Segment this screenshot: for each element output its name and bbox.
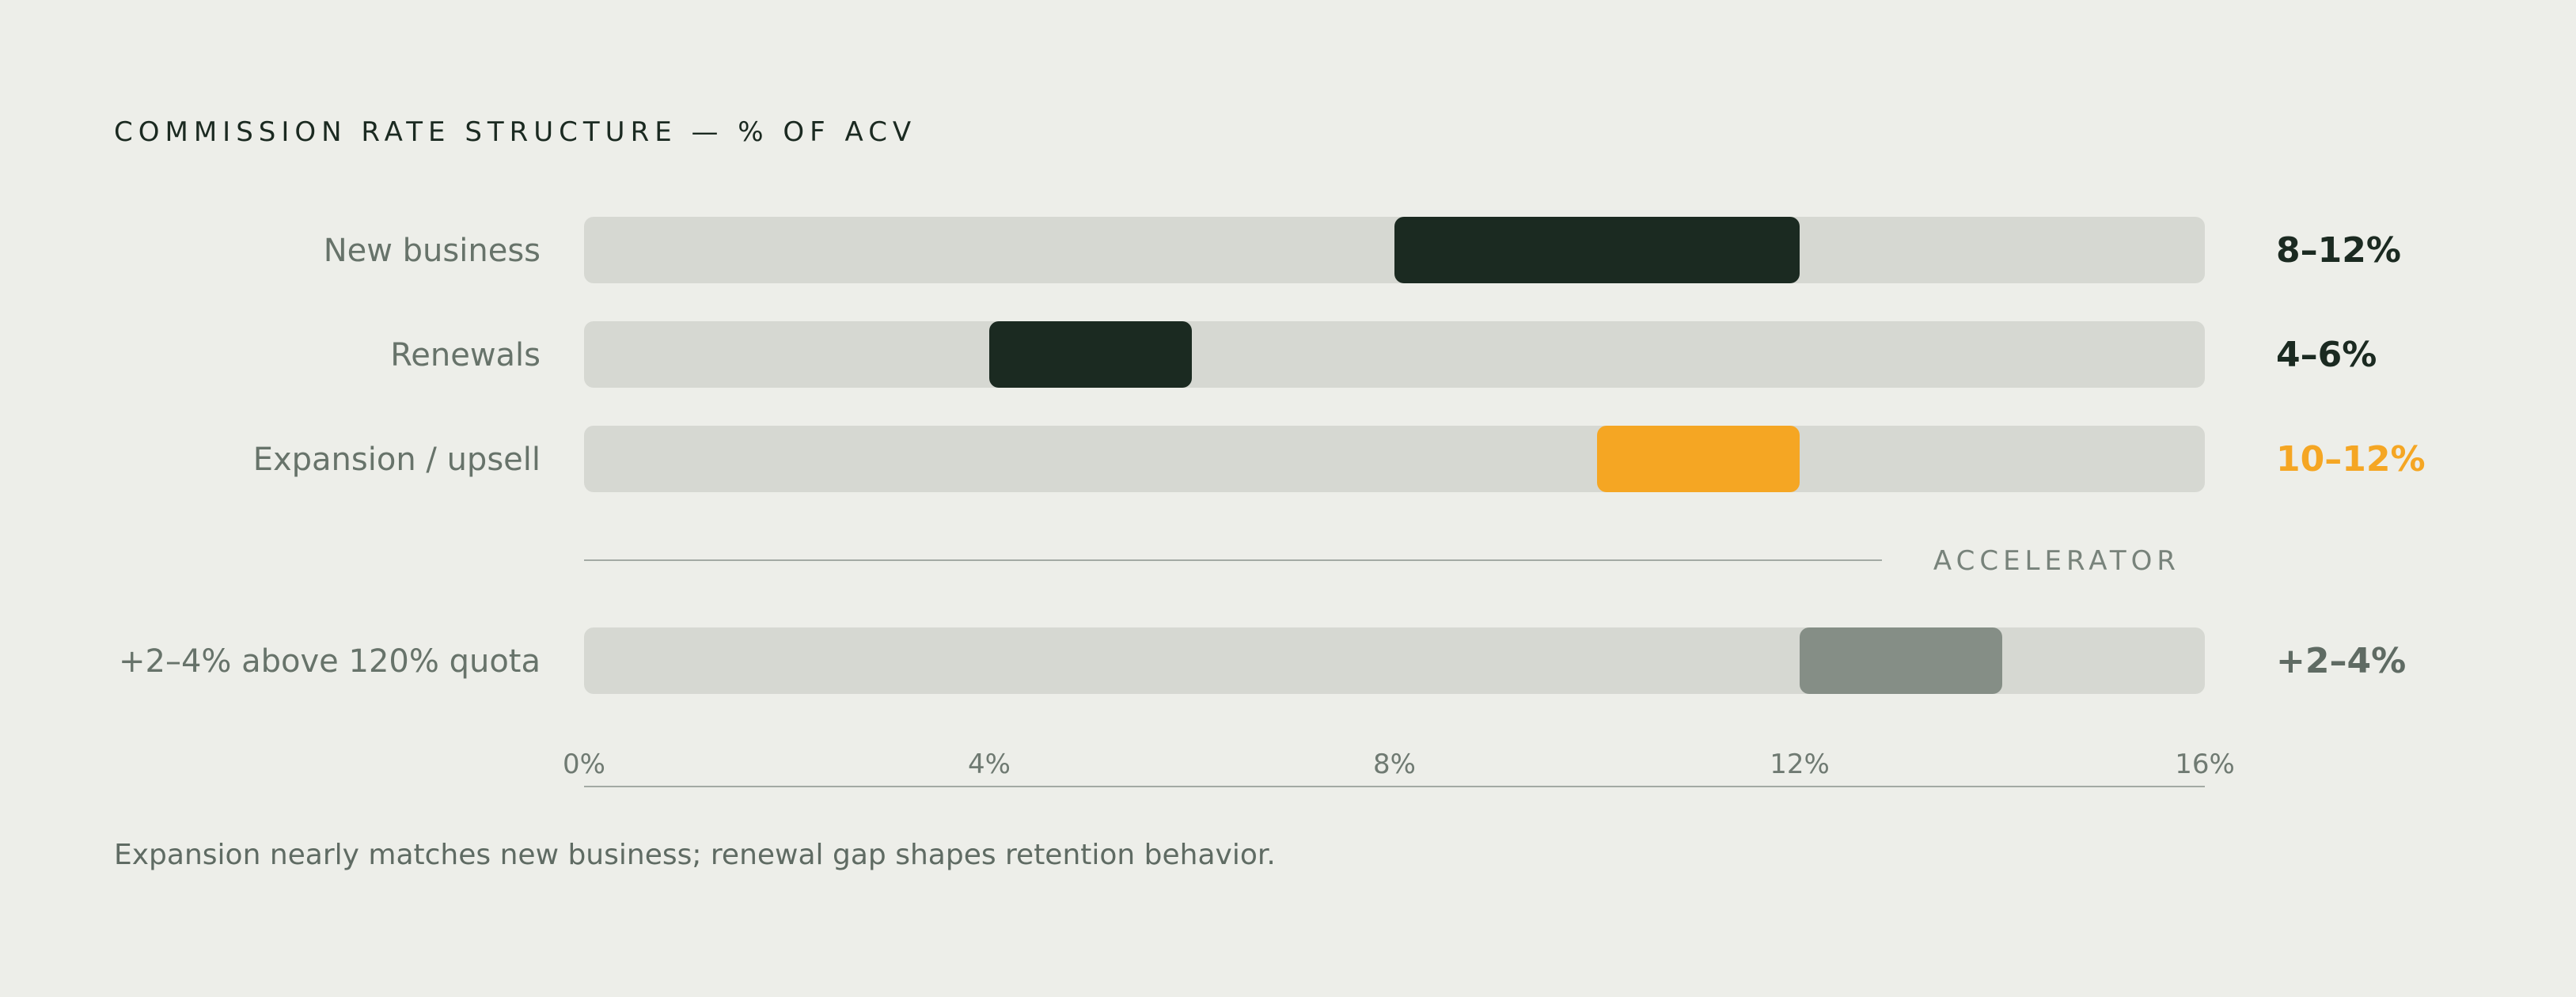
rate-range-bar: [1394, 217, 1800, 283]
x-tick-label: 16%: [2175, 749, 2235, 780]
rate-value-label: 8–12%: [2276, 230, 2401, 271]
chart-title: COMMISSION RATE STRUCTURE — % OF ACV: [114, 116, 916, 148]
section-label: ACCELERATOR: [1933, 545, 2180, 577]
accelerator-row: +2–4% above 120% quota +2–4%: [119, 627, 2406, 694]
rate-row-label: Renewals: [390, 337, 541, 373]
rate-value-label: 4–6%: [2276, 335, 2377, 375]
x-tick-label: 4%: [968, 749, 1011, 780]
rate-row: Renewals 4–6%: [390, 321, 2377, 388]
accelerator-section: ACCELERATOR +2–4% above 120% quota +2–4%: [119, 545, 2406, 694]
accelerator-row-label: +2–4% above 120% quota: [119, 643, 541, 680]
accelerator-value-label: +2–4%: [2276, 641, 2406, 681]
rate-range-bar: [989, 321, 1192, 388]
chart-caption: Expansion nearly matches new business; r…: [114, 839, 1276, 871]
x-axis: 0% 4% 8% 12% 16%: [563, 749, 2235, 787]
rate-row-label: Expansion / upsell: [253, 442, 541, 478]
range-rows: New business 8–12% Renewals 4–6% Expansion /…: [253, 217, 2426, 492]
rate-row: Expansion / upsell 10–12%: [253, 426, 2426, 492]
x-tick-label: 12%: [1770, 749, 1830, 780]
x-tick-label: 0%: [563, 749, 605, 780]
rate-track: [584, 321, 2205, 388]
rate-range-bar: [1597, 426, 1800, 492]
rate-value-label: 10–12%: [2276, 439, 2426, 480]
rate-row: New business 8–12%: [324, 217, 2401, 283]
x-tick-label: 8%: [1373, 749, 1416, 780]
rate-track: [584, 426, 2205, 492]
rate-row-label: New business: [324, 233, 541, 269]
accelerator-range-bar: [1800, 627, 2002, 694]
